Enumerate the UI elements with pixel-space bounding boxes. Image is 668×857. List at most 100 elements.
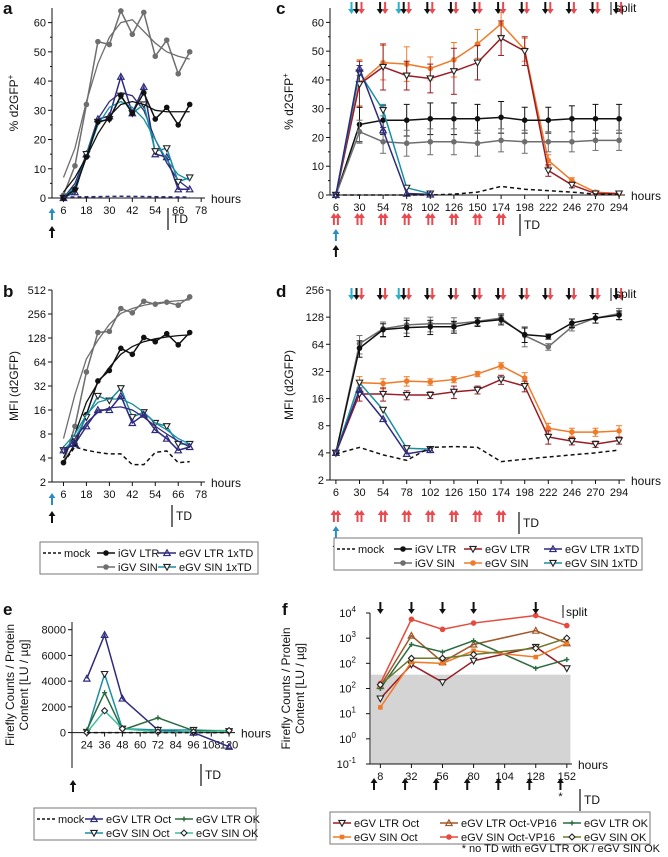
data-point [378,107,388,115]
split-arrow-icon [395,288,403,300]
data-point [569,429,575,435]
split-arrow-icon [376,602,384,614]
td-arrow-icon [358,213,365,225]
y-tick-label: 104 [339,605,356,620]
data-point [496,376,506,384]
series-mock [62,446,190,466]
series-igv-sin [333,119,623,198]
data-point [438,679,447,687]
x-tick-label: 126 [445,202,463,214]
panel-c: c 0 10 20 30 40 50 60 6 30 54 78 102 126 150 174 198 222 2… [276,0,661,257]
data-point [616,428,622,434]
legend-item: eGV SIN OK [175,828,259,840]
y-axis-label: MFI (d2GFP) [282,350,296,420]
data-point [129,310,136,316]
split-arrow-icon [423,288,431,300]
y-tick-label: 4000 [42,676,66,688]
td-arrow-icon [405,510,413,522]
data-point [162,145,171,153]
data-point [531,626,540,634]
induction-arrow-icon [48,226,56,238]
data-point [403,378,410,384]
data-point [175,122,182,128]
split-arrow-icon [470,602,477,614]
series-igv-sin [60,294,193,466]
legend-marker [568,833,576,841]
series-line [379,629,568,687]
split-arrow-icon [376,2,384,14]
x-tick-label: 96 [187,740,199,752]
td-label: TD [584,793,600,807]
data-point [378,705,383,710]
x-tick-label: 30 [103,489,115,501]
series-igv-sin [333,307,623,456]
y-tick-label: 8000 [42,625,66,637]
legend-item: eGV LTR 1xTD [158,548,253,560]
data-point [426,189,435,198]
x-tick-label: 78 [195,489,207,501]
x-tick-label: 42 [126,205,138,217]
td-arrow-icon [405,213,413,225]
split-arrow-icon [400,2,408,14]
y-tick-label: 0 [318,190,324,202]
series-line [335,364,620,454]
legend-marker [103,564,109,570]
split-arrow-icon [494,288,502,300]
y-tick-label: 101 [339,706,356,721]
y-axis-label: MFI (d2GFP) [7,351,21,421]
legend-panels-c-d: mock iGV LTR eGV LTR eGV LTR 1xTD iGV SIN eGV… [333,537,643,571]
data-point [451,115,457,122]
y-tick-label: 100 [339,731,356,746]
data-point [403,324,410,331]
legend-item: eGV SIN 1xTD [158,562,252,574]
data-point [449,388,459,397]
td-arrow-icon [370,778,378,790]
x-axis-label: hours [241,727,271,741]
data-point [403,117,410,123]
data-point [451,376,457,383]
asterisk: * [558,791,563,803]
split-arrow-icon [476,2,483,14]
data-point [564,640,570,646]
data-point [438,654,447,663]
split-arrow-icon [447,288,455,300]
split-arrow-icon [570,2,578,14]
legend-panels-a-b: mock iGV LTR eGV LTR 1xTD iGV SIN eGV SIN 1x… [39,541,259,575]
data-point [545,117,552,123]
split-label: split [615,1,637,15]
y-tick-label: 32 [312,366,324,378]
split-arrow-icon [589,2,596,14]
td-arrow-icon [448,213,456,225]
td-arrow-icon [381,510,389,522]
split-arrow-icon [546,2,554,14]
series-egv-sin-1xtd-fit [62,398,190,448]
x-tick-label: 120 [220,740,238,752]
data-point [426,445,435,454]
legend-marker [89,814,99,823]
data-point [106,328,113,335]
series-igv-ltr-fit [62,100,190,193]
panel-label: c [276,0,285,18]
data-point [175,70,182,77]
series-igv-ltr [333,310,623,456]
series-line [62,386,190,451]
data-point [521,375,528,381]
panel-label: f [282,600,288,619]
legend-box [333,537,643,571]
td-arrow-icon [401,213,409,225]
legend-box [33,807,257,841]
x-tick-label: 56 [436,771,448,783]
series-igv-sin-fit [62,299,190,439]
legend-panel-f: eGV LTR Oct eGV LTR Oct-VP16 eGV LTR OK eGV… [329,811,651,845]
data-point [82,674,92,682]
data-point [427,324,434,330]
data-point [544,167,553,175]
legend-label: eGV LTR Oct [354,818,419,830]
split-arrow-icon [452,288,460,300]
split-arrow-icon [376,288,384,300]
induction-arrow-icon [48,511,56,523]
data-point [427,115,434,122]
split-label: split [566,605,588,619]
legend-label: eGV SIN OK [196,828,259,840]
split-arrow-icon [594,288,601,300]
